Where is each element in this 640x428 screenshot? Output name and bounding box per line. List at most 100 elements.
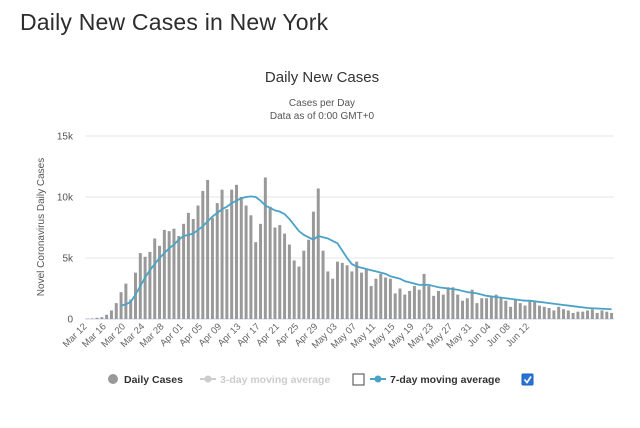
daily-case-bar[interactable] [528, 300, 532, 319]
daily-case-bar[interactable] [494, 294, 498, 319]
daily-case-bar[interactable] [167, 231, 171, 319]
daily-case-bar[interactable] [235, 184, 238, 319]
daily-case-bar[interactable] [158, 245, 162, 319]
legend-item-3day-average[interactable]: 3-day moving average [200, 374, 330, 386]
daily-case-bar[interactable] [523, 305, 527, 319]
daily-case-bar[interactable] [562, 309, 565, 319]
daily-case-bar[interactable] [215, 203, 219, 319]
daily-case-bar[interactable] [451, 287, 455, 319]
daily-case-bar[interactable] [254, 242, 258, 319]
daily-case-bar[interactable] [119, 292, 123, 319]
daily-case-bar[interactable] [162, 229, 166, 319]
daily-case-bar[interactable] [388, 278, 392, 319]
daily-case-bar[interactable] [90, 318, 94, 319]
daily-case-bar[interactable] [470, 289, 474, 319]
daily-case-bar[interactable] [287, 244, 291, 319]
daily-case-bar[interactable] [552, 310, 556, 319]
daily-case-bar[interactable] [335, 261, 339, 319]
daily-case-bar[interactable] [480, 298, 484, 319]
daily-case-bar[interactable] [427, 286, 431, 319]
daily-case-bar[interactable] [557, 306, 561, 319]
daily-case-bar[interactable] [249, 215, 253, 319]
checkbox-3day-average[interactable] [352, 373, 365, 386]
daily-case-bar[interactable] [259, 223, 263, 319]
daily-case-bar[interactable] [182, 223, 186, 319]
daily-case-bar[interactable] [355, 261, 359, 319]
daily-case-bar[interactable] [263, 177, 267, 319]
daily-case-bar[interactable] [485, 298, 489, 319]
legend-item-daily-cases[interactable]: Daily Cases [108, 374, 183, 386]
daily-case-bar[interactable] [417, 289, 421, 319]
daily-case-bar[interactable] [432, 295, 436, 319]
legend-item-7day-average[interactable]: 7-day moving average [370, 374, 500, 386]
daily-case-bar[interactable] [153, 238, 157, 319]
moving-average-path[interactable] [120, 195, 612, 311]
daily-case-bar[interactable] [100, 317, 104, 319]
daily-case-bar[interactable] [436, 290, 440, 319]
daily-case-bar[interactable] [196, 205, 200, 319]
daily-case-bar[interactable] [595, 312, 599, 319]
daily-case-bar[interactable] [590, 309, 594, 319]
daily-case-bar[interactable] [403, 294, 407, 319]
daily-case-bar[interactable] [297, 266, 301, 319]
daily-case-bar[interactable] [311, 211, 315, 319]
daily-case-bar[interactable] [244, 205, 248, 319]
daily-case-bar[interactable] [283, 233, 287, 319]
daily-case-bar[interactable] [206, 179, 210, 319]
daily-case-bar[interactable] [461, 300, 464, 319]
daily-case-bar[interactable] [379, 273, 383, 319]
daily-case-bar[interactable] [384, 277, 388, 319]
daily-case-bar[interactable] [210, 217, 214, 319]
daily-case-bar[interactable] [441, 294, 445, 319]
daily-case-bar[interactable] [177, 236, 181, 319]
daily-case-bar[interactable] [172, 228, 176, 319]
daily-case-bar[interactable] [307, 239, 311, 319]
daily-case-bar[interactable] [148, 251, 152, 319]
daily-case-bar[interactable] [114, 303, 118, 319]
daily-case-bar[interactable] [513, 299, 517, 319]
daily-case-bar[interactable] [186, 212, 190, 319]
daily-case-bar[interactable] [600, 310, 604, 319]
daily-case-bar[interactable] [605, 311, 609, 319]
daily-case-bar[interactable] [475, 303, 479, 319]
daily-case-bar[interactable] [489, 297, 493, 319]
daily-case-bar[interactable] [518, 303, 522, 319]
daily-case-bar[interactable] [542, 306, 546, 319]
daily-case-bar[interactable] [509, 306, 513, 319]
daily-case-bar[interactable] [499, 297, 503, 319]
daily-case-bar[interactable] [393, 293, 397, 319]
daily-case-bar[interactable] [326, 271, 330, 319]
daily-case-bar[interactable] [465, 298, 469, 319]
daily-case-bar[interactable] [129, 299, 133, 319]
daily-case-bar[interactable] [369, 286, 373, 319]
daily-case-bar[interactable] [109, 310, 113, 319]
daily-case-bar[interactable] [360, 272, 364, 319]
daily-case-bar[interactable] [576, 311, 580, 319]
daily-case-bar[interactable] [504, 300, 508, 319]
daily-case-bar[interactable] [364, 268, 368, 319]
daily-case-bar[interactable] [610, 312, 614, 319]
daily-case-bar[interactable] [571, 312, 575, 319]
daily-case-bar[interactable] [239, 197, 243, 319]
daily-case-bar[interactable] [374, 278, 378, 319]
daily-case-bar[interactable] [586, 310, 590, 319]
daily-case-bar[interactable] [408, 290, 412, 319]
daily-case-bar[interactable] [398, 288, 402, 320]
daily-case-bar[interactable] [95, 317, 99, 319]
daily-case-bar[interactable] [422, 273, 426, 319]
daily-case-bar[interactable] [268, 206, 272, 319]
daily-case-bar[interactable] [230, 189, 234, 319]
daily-case-bar[interactable] [340, 262, 344, 319]
daily-case-bar[interactable] [105, 314, 109, 319]
daily-case-bar[interactable] [220, 189, 224, 319]
daily-case-bar[interactable] [537, 305, 541, 319]
daily-case-bar[interactable] [446, 287, 450, 319]
daily-case-bar[interactable] [201, 190, 205, 319]
daily-case-bar[interactable] [278, 225, 282, 319]
daily-case-bar[interactable] [566, 310, 570, 319]
daily-case-bar[interactable] [581, 311, 585, 319]
daily-case-bar[interactable] [321, 250, 325, 319]
daily-case-bar[interactable] [124, 283, 128, 319]
daily-case-bar[interactable] [533, 301, 537, 319]
daily-case-bar[interactable] [143, 256, 147, 319]
